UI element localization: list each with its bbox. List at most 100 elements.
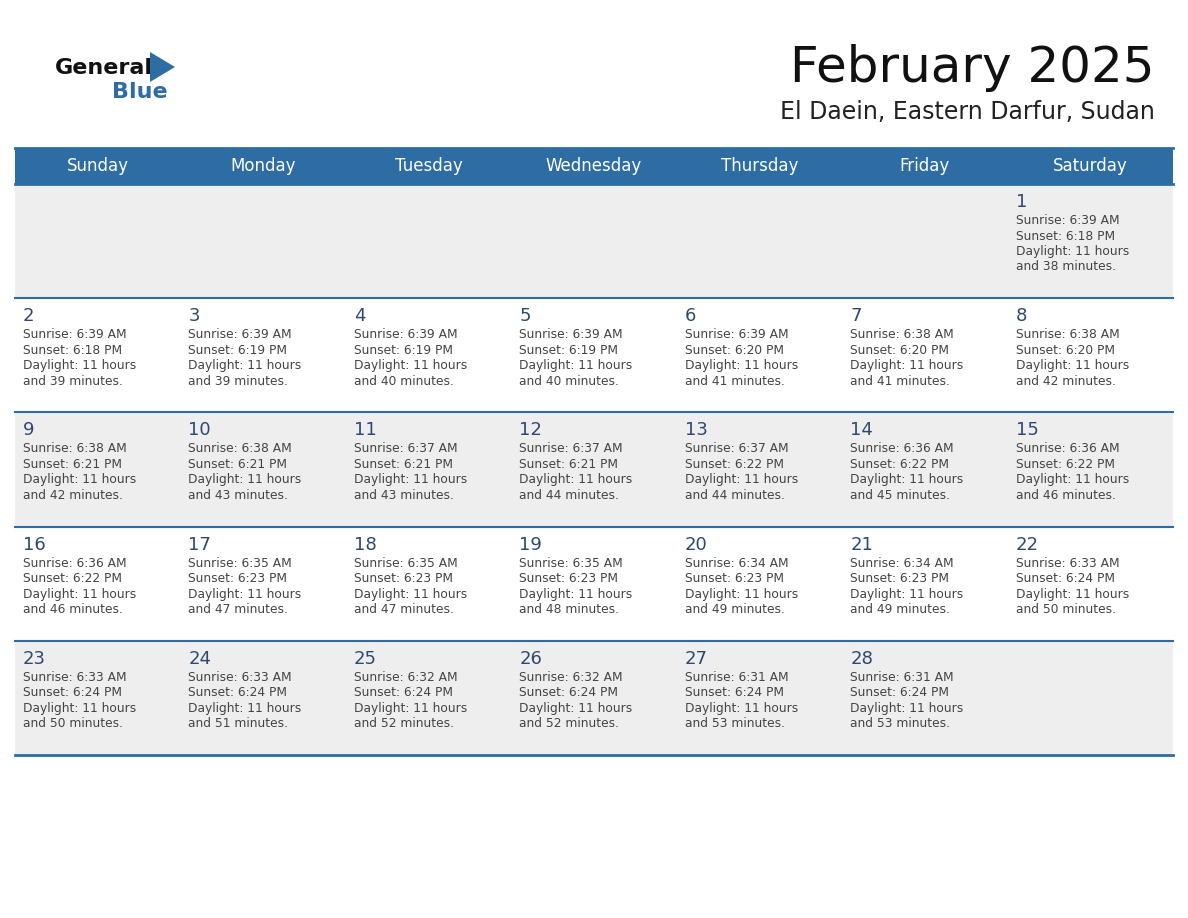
Text: and 50 minutes.: and 50 minutes. xyxy=(23,717,124,731)
Text: Sunset: 6:24 PM: Sunset: 6:24 PM xyxy=(684,687,784,700)
Text: 15: 15 xyxy=(1016,421,1038,440)
Text: 10: 10 xyxy=(189,421,211,440)
Text: and 43 minutes.: and 43 minutes. xyxy=(189,489,289,502)
Text: Daylight: 11 hours: Daylight: 11 hours xyxy=(519,701,632,715)
Text: 17: 17 xyxy=(189,535,211,554)
Text: Sunset: 6:24 PM: Sunset: 6:24 PM xyxy=(1016,572,1114,585)
Text: Sunset: 6:20 PM: Sunset: 6:20 PM xyxy=(1016,343,1114,357)
Text: and 42 minutes.: and 42 minutes. xyxy=(23,489,122,502)
Text: Sunset: 6:21 PM: Sunset: 6:21 PM xyxy=(354,458,453,471)
Text: Daylight: 11 hours: Daylight: 11 hours xyxy=(684,588,798,600)
Text: 11: 11 xyxy=(354,421,377,440)
Text: and 41 minutes.: and 41 minutes. xyxy=(684,375,784,387)
Text: and 40 minutes.: and 40 minutes. xyxy=(354,375,454,387)
Text: 9: 9 xyxy=(23,421,34,440)
Text: and 49 minutes.: and 49 minutes. xyxy=(851,603,950,616)
Bar xyxy=(15,641,1173,755)
Text: Sunrise: 6:39 AM: Sunrise: 6:39 AM xyxy=(1016,214,1119,227)
Text: Daylight: 11 hours: Daylight: 11 hours xyxy=(1016,359,1129,372)
Text: Blue: Blue xyxy=(112,82,168,102)
Text: Sunset: 6:23 PM: Sunset: 6:23 PM xyxy=(519,572,618,585)
Polygon shape xyxy=(150,52,175,82)
Text: 14: 14 xyxy=(851,421,873,440)
Text: Sunrise: 6:37 AM: Sunrise: 6:37 AM xyxy=(519,442,623,455)
Text: and 46 minutes.: and 46 minutes. xyxy=(1016,489,1116,502)
Text: Sunrise: 6:36 AM: Sunrise: 6:36 AM xyxy=(851,442,954,455)
Text: Daylight: 11 hours: Daylight: 11 hours xyxy=(23,588,137,600)
Text: Sunset: 6:24 PM: Sunset: 6:24 PM xyxy=(851,687,949,700)
Text: Daylight: 11 hours: Daylight: 11 hours xyxy=(851,701,963,715)
Text: Sunrise: 6:38 AM: Sunrise: 6:38 AM xyxy=(851,329,954,341)
Text: Sunset: 6:20 PM: Sunset: 6:20 PM xyxy=(851,343,949,357)
Text: and 53 minutes.: and 53 minutes. xyxy=(851,717,950,731)
Text: 6: 6 xyxy=(684,308,696,325)
Text: Daylight: 11 hours: Daylight: 11 hours xyxy=(1016,474,1129,487)
Text: Sunset: 6:21 PM: Sunset: 6:21 PM xyxy=(23,458,122,471)
Text: Sunset: 6:22 PM: Sunset: 6:22 PM xyxy=(1016,458,1114,471)
Text: 27: 27 xyxy=(684,650,708,667)
Text: 5: 5 xyxy=(519,308,531,325)
Text: Sunrise: 6:37 AM: Sunrise: 6:37 AM xyxy=(684,442,789,455)
Text: February 2025: February 2025 xyxy=(790,44,1155,92)
Text: Daylight: 11 hours: Daylight: 11 hours xyxy=(851,588,963,600)
Text: Sunset: 6:24 PM: Sunset: 6:24 PM xyxy=(189,687,287,700)
Text: 25: 25 xyxy=(354,650,377,667)
Text: Friday: Friday xyxy=(899,157,950,175)
Text: and 49 minutes.: and 49 minutes. xyxy=(684,603,784,616)
Text: 4: 4 xyxy=(354,308,366,325)
Text: Daylight: 11 hours: Daylight: 11 hours xyxy=(684,359,798,372)
Text: Daylight: 11 hours: Daylight: 11 hours xyxy=(519,588,632,600)
Text: and 46 minutes.: and 46 minutes. xyxy=(23,603,122,616)
Text: and 47 minutes.: and 47 minutes. xyxy=(189,603,289,616)
Text: Daylight: 11 hours: Daylight: 11 hours xyxy=(354,359,467,372)
Bar xyxy=(15,184,1173,298)
Text: and 39 minutes.: and 39 minutes. xyxy=(189,375,289,387)
Text: Sunset: 6:24 PM: Sunset: 6:24 PM xyxy=(519,687,618,700)
Bar xyxy=(15,527,1173,641)
Text: Sunrise: 6:36 AM: Sunrise: 6:36 AM xyxy=(23,556,127,569)
Text: 13: 13 xyxy=(684,421,708,440)
Text: and 38 minutes.: and 38 minutes. xyxy=(1016,261,1116,274)
Text: Sunrise: 6:39 AM: Sunrise: 6:39 AM xyxy=(684,329,789,341)
Text: and 52 minutes.: and 52 minutes. xyxy=(519,717,619,731)
Text: Sunset: 6:22 PM: Sunset: 6:22 PM xyxy=(851,458,949,471)
Text: 16: 16 xyxy=(23,535,46,554)
Text: and 44 minutes.: and 44 minutes. xyxy=(684,489,784,502)
Text: Daylight: 11 hours: Daylight: 11 hours xyxy=(684,474,798,487)
Text: Sunday: Sunday xyxy=(67,157,128,175)
Text: Sunrise: 6:35 AM: Sunrise: 6:35 AM xyxy=(354,556,457,569)
Text: Sunrise: 6:39 AM: Sunrise: 6:39 AM xyxy=(354,329,457,341)
Text: and 44 minutes.: and 44 minutes. xyxy=(519,489,619,502)
Text: Sunrise: 6:39 AM: Sunrise: 6:39 AM xyxy=(189,329,292,341)
Text: Sunset: 6:21 PM: Sunset: 6:21 PM xyxy=(189,458,287,471)
Text: Sunrise: 6:38 AM: Sunrise: 6:38 AM xyxy=(1016,329,1119,341)
Text: and 47 minutes.: and 47 minutes. xyxy=(354,603,454,616)
Text: Sunset: 6:23 PM: Sunset: 6:23 PM xyxy=(851,572,949,585)
Text: 7: 7 xyxy=(851,308,861,325)
Text: Sunrise: 6:31 AM: Sunrise: 6:31 AM xyxy=(851,671,954,684)
Text: Sunset: 6:24 PM: Sunset: 6:24 PM xyxy=(354,687,453,700)
Text: El Daein, Eastern Darfur, Sudan: El Daein, Eastern Darfur, Sudan xyxy=(781,100,1155,124)
Text: Daylight: 11 hours: Daylight: 11 hours xyxy=(684,701,798,715)
Text: and 40 minutes.: and 40 minutes. xyxy=(519,375,619,387)
Text: and 41 minutes.: and 41 minutes. xyxy=(851,375,950,387)
Text: 1: 1 xyxy=(1016,193,1026,211)
Text: Daylight: 11 hours: Daylight: 11 hours xyxy=(354,701,467,715)
Text: Sunrise: 6:34 AM: Sunrise: 6:34 AM xyxy=(684,556,789,569)
Text: Sunset: 6:22 PM: Sunset: 6:22 PM xyxy=(23,572,122,585)
Text: Sunset: 6:18 PM: Sunset: 6:18 PM xyxy=(1016,230,1114,242)
Text: 23: 23 xyxy=(23,650,46,667)
Text: Sunset: 6:24 PM: Sunset: 6:24 PM xyxy=(23,687,122,700)
Text: Sunset: 6:18 PM: Sunset: 6:18 PM xyxy=(23,343,122,357)
Text: Daylight: 11 hours: Daylight: 11 hours xyxy=(354,474,467,487)
Text: Sunrise: 6:33 AM: Sunrise: 6:33 AM xyxy=(189,671,292,684)
Text: Monday: Monday xyxy=(230,157,296,175)
Text: Daylight: 11 hours: Daylight: 11 hours xyxy=(354,588,467,600)
Text: Sunset: 6:19 PM: Sunset: 6:19 PM xyxy=(354,343,453,357)
Text: Sunrise: 6:34 AM: Sunrise: 6:34 AM xyxy=(851,556,954,569)
Text: Daylight: 11 hours: Daylight: 11 hours xyxy=(519,474,632,487)
Text: 26: 26 xyxy=(519,650,542,667)
Text: 22: 22 xyxy=(1016,535,1038,554)
Text: Daylight: 11 hours: Daylight: 11 hours xyxy=(1016,245,1129,258)
Text: Sunrise: 6:38 AM: Sunrise: 6:38 AM xyxy=(23,442,127,455)
